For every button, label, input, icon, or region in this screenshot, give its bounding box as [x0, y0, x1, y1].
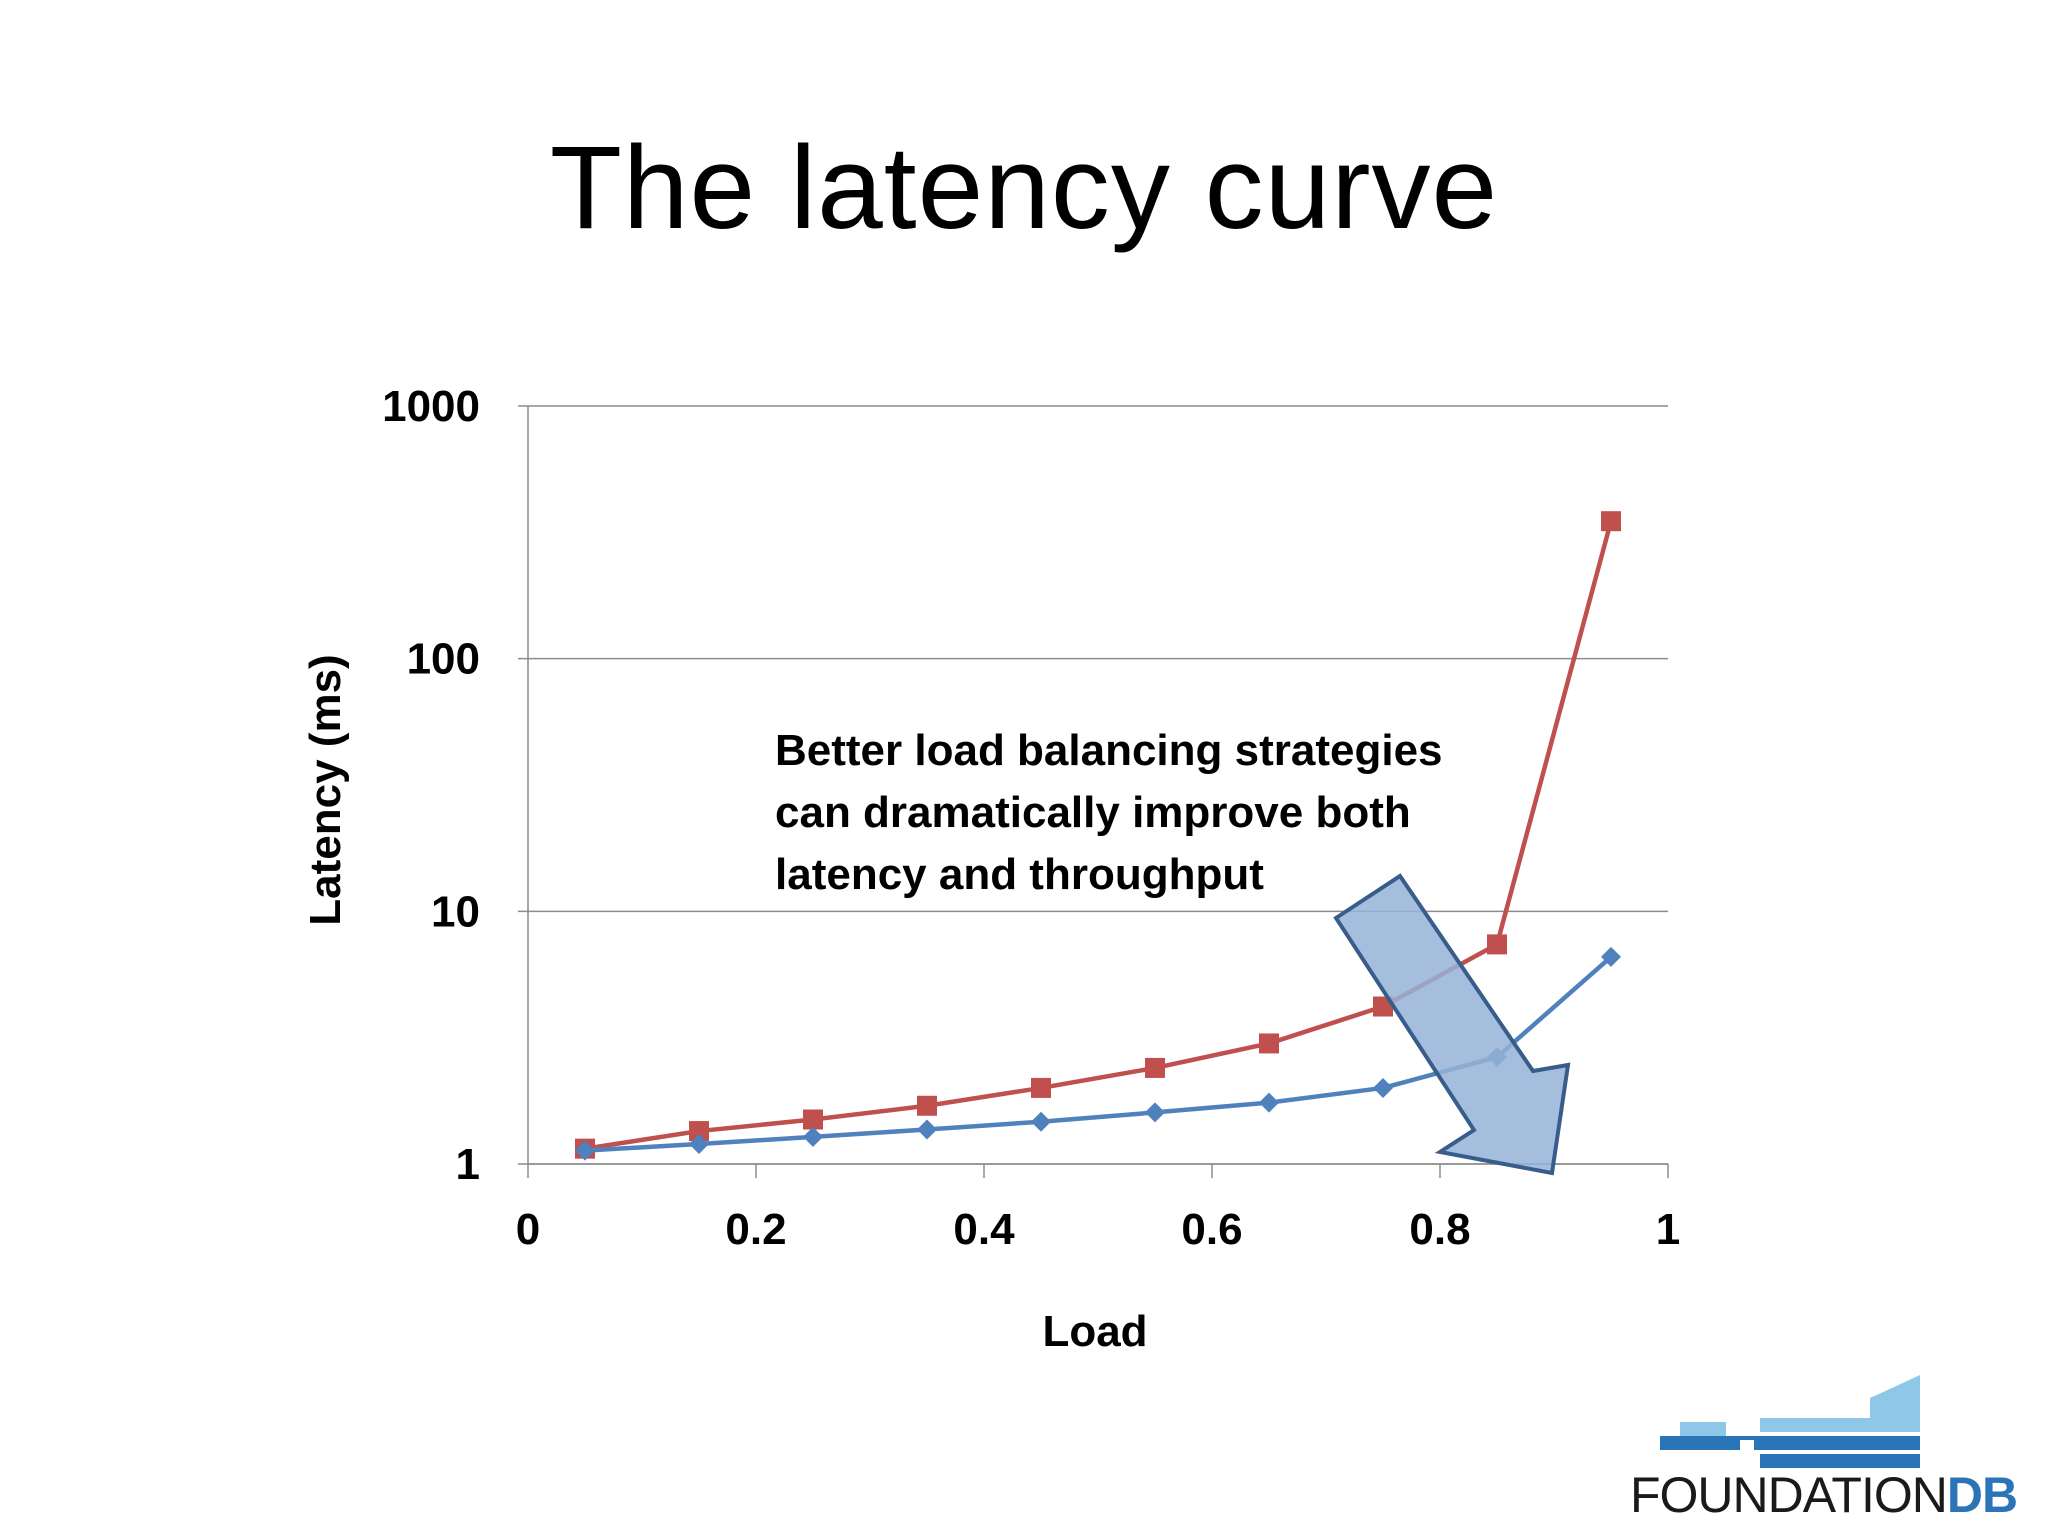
axes — [527, 406, 1669, 1178]
logo-block — [1760, 1454, 1920, 1468]
data-point — [1031, 1111, 1051, 1132]
data-point — [917, 1119, 937, 1140]
arrow-shape — [1333, 873, 1571, 1176]
logo-word-part2: DB — [1946, 1467, 2018, 1523]
data-point — [1601, 946, 1621, 967]
logo-wordmark: FOUNDATIONDB — [1630, 1466, 2018, 1524]
tick-labels: 1 10 100 1000 0 0.2 0.4 0.6 0.8 1 — [382, 382, 1680, 1254]
x-tick-label: 0.4 — [953, 1205, 1015, 1254]
x-tick-label: 1 — [1656, 1205, 1680, 1254]
data-point — [1145, 1057, 1165, 1078]
data-point — [1031, 1077, 1051, 1098]
data-point — [1259, 1033, 1279, 1054]
y-tick-label: 10 — [431, 887, 480, 936]
x-tick-label: 0.8 — [1409, 1205, 1470, 1254]
y-tick-label: 1000 — [382, 382, 480, 431]
data-point — [1373, 1077, 1393, 1098]
x-tick-label: 0.2 — [725, 1205, 786, 1254]
foundationdb-logo-icon — [1660, 1375, 1920, 1468]
annotation-line: can dramatically improve both — [775, 788, 1411, 837]
logo-block — [1760, 1418, 1920, 1432]
data-point — [1145, 1102, 1165, 1123]
annotation-line: latency and throughput — [775, 850, 1264, 899]
data-point — [803, 1126, 823, 1147]
y-tick-label: 1 — [456, 1140, 480, 1189]
data-point — [575, 1140, 595, 1161]
data-point — [803, 1109, 823, 1130]
slide-title: The latency curve — [549, 122, 1499, 254]
logo-word-part1: FOUNDATION — [1630, 1467, 1948, 1523]
x-tick-label: 0 — [516, 1205, 540, 1254]
logo-block — [1870, 1375, 1920, 1420]
data-point — [689, 1133, 709, 1154]
annotation-arrow — [1333, 873, 1571, 1176]
y-axis-label: Latency (ms) — [301, 654, 350, 925]
data-point — [689, 1121, 709, 1142]
annotation-line: Better load balancing strategies — [775, 726, 1443, 775]
data-point — [1601, 511, 1621, 532]
logo-block — [1660, 1436, 1920, 1450]
x-axis-label: Load — [1042, 1307, 1147, 1356]
data-point — [917, 1095, 937, 1116]
data-point — [1259, 1092, 1279, 1113]
logo-block — [1680, 1422, 1726, 1436]
logo-gap — [1740, 1440, 1754, 1468]
annotation-text: Better load balancing strategies can dra… — [775, 720, 1535, 906]
data-point — [1487, 934, 1507, 955]
y-tick-label: 100 — [407, 635, 480, 684]
x-tick-label: 0.6 — [1181, 1205, 1242, 1254]
